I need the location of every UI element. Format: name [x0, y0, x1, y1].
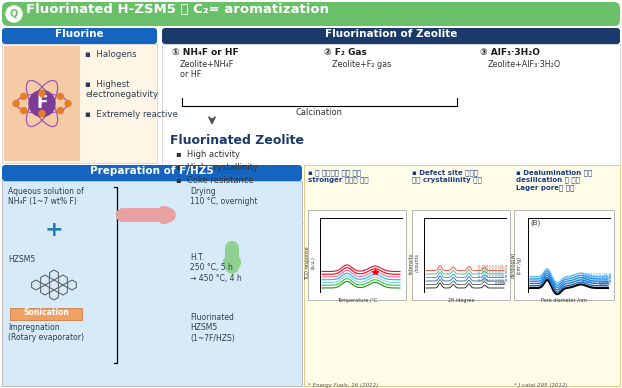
Text: H-ZSM-5-F-0.052 M: H-ZSM-5-F-0.052 M — [478, 272, 507, 275]
Bar — [514, 210, 614, 300]
Text: ▪ Defect site 제거에
의한 crystallinity 향상: ▪ Defect site 제거에 의한 crystallinity 향상 — [412, 169, 482, 183]
Text: Zeolite+NH₄F
or HF: Zeolite+NH₄F or HF — [180, 60, 234, 80]
Text: H-ZSM5: H-ZSM5 — [495, 282, 507, 286]
Bar — [2, 44, 157, 163]
Bar — [10, 308, 82, 320]
Text: Q: Q — [10, 9, 18, 19]
Text: Pore diameter /nm: Pore diameter /nm — [541, 298, 587, 303]
FancyBboxPatch shape — [2, 2, 620, 26]
Text: F: F — [36, 95, 48, 113]
Text: ▪  Extremely reactive: ▪ Extremely reactive — [85, 110, 178, 119]
Text: * J catal 295 (2012): * J catal 295 (2012) — [514, 383, 567, 388]
Text: Zeolite+F₂ gas: Zeolite+F₂ gas — [332, 60, 391, 69]
Circle shape — [13, 100, 19, 106]
Text: ▪  High crystallinity: ▪ High crystallinity — [176, 163, 258, 172]
Text: Temperature /°C: Temperature /°C — [337, 298, 377, 303]
Text: Fluorine: Fluorine — [55, 29, 103, 39]
Text: Drying
110 °C, overnight: Drying 110 °C, overnight — [190, 187, 258, 206]
Text: ③ AlF₃·3H₂O: ③ AlF₃·3H₂O — [480, 48, 540, 57]
Text: 2θ /degree: 2θ /degree — [448, 298, 474, 303]
Text: dV/dlog(w)
(cm³/g): dV/dlog(w) (cm³/g) — [511, 252, 521, 278]
FancyBboxPatch shape — [162, 28, 620, 44]
Bar — [304, 165, 620, 386]
Bar — [412, 210, 510, 300]
Text: Sonication: Sonication — [23, 308, 69, 317]
Text: H-ZSM5: H-ZSM5 — [599, 282, 611, 286]
Text: H-ZSM-5-F-0.039 M: H-ZSM-5-F-0.039 M — [478, 275, 507, 279]
Text: H.T.
250 °C, 5 h
→ 450 °C, 4 h: H.T. 250 °C, 5 h → 450 °C, 4 h — [190, 253, 242, 283]
Text: H-ZSM-5-F-0.078 M: H-ZSM-5-F-0.078 M — [478, 268, 507, 272]
Text: Intensity
/counts: Intensity /counts — [409, 252, 419, 274]
Text: H-ZSM-5-F-0.078 M: H-ZSM-5-F-0.078 M — [582, 275, 611, 279]
Text: Preparation of F/HZ5: Preparation of F/HZ5 — [90, 166, 214, 176]
Text: H-ZSM-5-F-0.104 M: H-ZSM-5-F-0.104 M — [478, 265, 507, 268]
Text: TCD response
(a.u.): TCD response (a.u.) — [305, 246, 315, 280]
Text: ▪  High activity: ▪ High activity — [176, 150, 240, 159]
Circle shape — [65, 100, 71, 106]
Text: Calcination: Calcination — [295, 108, 343, 117]
Text: H-ZSM-5-F-0.104 M: H-ZSM-5-F-0.104 M — [582, 273, 611, 277]
Text: Fluorination of Zeolite: Fluorination of Zeolite — [325, 29, 457, 39]
Text: Fluorinated Zeolite: Fluorinated Zeolite — [170, 134, 304, 147]
Circle shape — [57, 107, 63, 114]
FancyBboxPatch shape — [2, 28, 157, 44]
Text: * Energy Fuels, 26 (2012): * Energy Fuels, 26 (2012) — [308, 383, 378, 388]
Text: (B): (B) — [530, 220, 541, 227]
Text: ▪  Highest
electronegativity: ▪ Highest electronegativity — [85, 80, 158, 99]
Text: Aqueous solution of
NH₄F (1~7 wt% F): Aqueous solution of NH₄F (1~7 wt% F) — [8, 187, 84, 206]
Bar — [4, 46, 80, 161]
Bar — [308, 210, 406, 300]
Text: Fluorinated
HZSM5
(1~7F/HZS): Fluorinated HZSM5 (1~7F/HZS) — [190, 313, 234, 343]
Bar — [2, 181, 302, 386]
Text: HZSM5: HZSM5 — [8, 255, 35, 264]
Circle shape — [21, 94, 27, 99]
Text: ▪  Coke resistance: ▪ Coke resistance — [176, 176, 254, 185]
Circle shape — [21, 107, 27, 114]
Bar — [162, 44, 620, 223]
Text: H-ZSM-5-F-0.026 M: H-ZSM-5-F-0.026 M — [478, 279, 507, 282]
Text: ▪ 상 강산점의 증가 또는
stronger 강산점 형성: ▪ 상 강산점의 증가 또는 stronger 강산점 형성 — [308, 169, 369, 183]
Text: Fluorinated H-ZSM5 의 C₂= aromatization: Fluorinated H-ZSM5 의 C₂= aromatization — [26, 3, 329, 16]
Text: Impregnation
(Rotary evaporator): Impregnation (Rotary evaporator) — [8, 323, 84, 342]
Circle shape — [29, 90, 55, 116]
Circle shape — [57, 94, 63, 99]
Text: ① NH₄F or HF: ① NH₄F or HF — [172, 48, 239, 57]
Text: H-ZSM-5-F-0.052 M: H-ZSM-5-F-0.052 M — [582, 277, 611, 282]
Circle shape — [39, 111, 45, 116]
Text: ▪  Halogens: ▪ Halogens — [85, 50, 137, 59]
FancyBboxPatch shape — [2, 165, 302, 181]
Text: +: + — [45, 220, 63, 240]
Text: ② F₂ Gas: ② F₂ Gas — [324, 48, 367, 57]
Circle shape — [39, 90, 45, 97]
Circle shape — [6, 6, 22, 22]
Text: ▪ Dealumination 또는
desilication 에 의한
Lager pore의 형성: ▪ Dealumination 또는 desilication 에 의한 Lag… — [516, 169, 592, 191]
Text: H-ZSM-5-F-0.026 M: H-ZSM-5-F-0.026 M — [582, 280, 611, 284]
Text: Zeolite+AlF₃·3H₂O: Zeolite+AlF₃·3H₂O — [488, 60, 561, 69]
